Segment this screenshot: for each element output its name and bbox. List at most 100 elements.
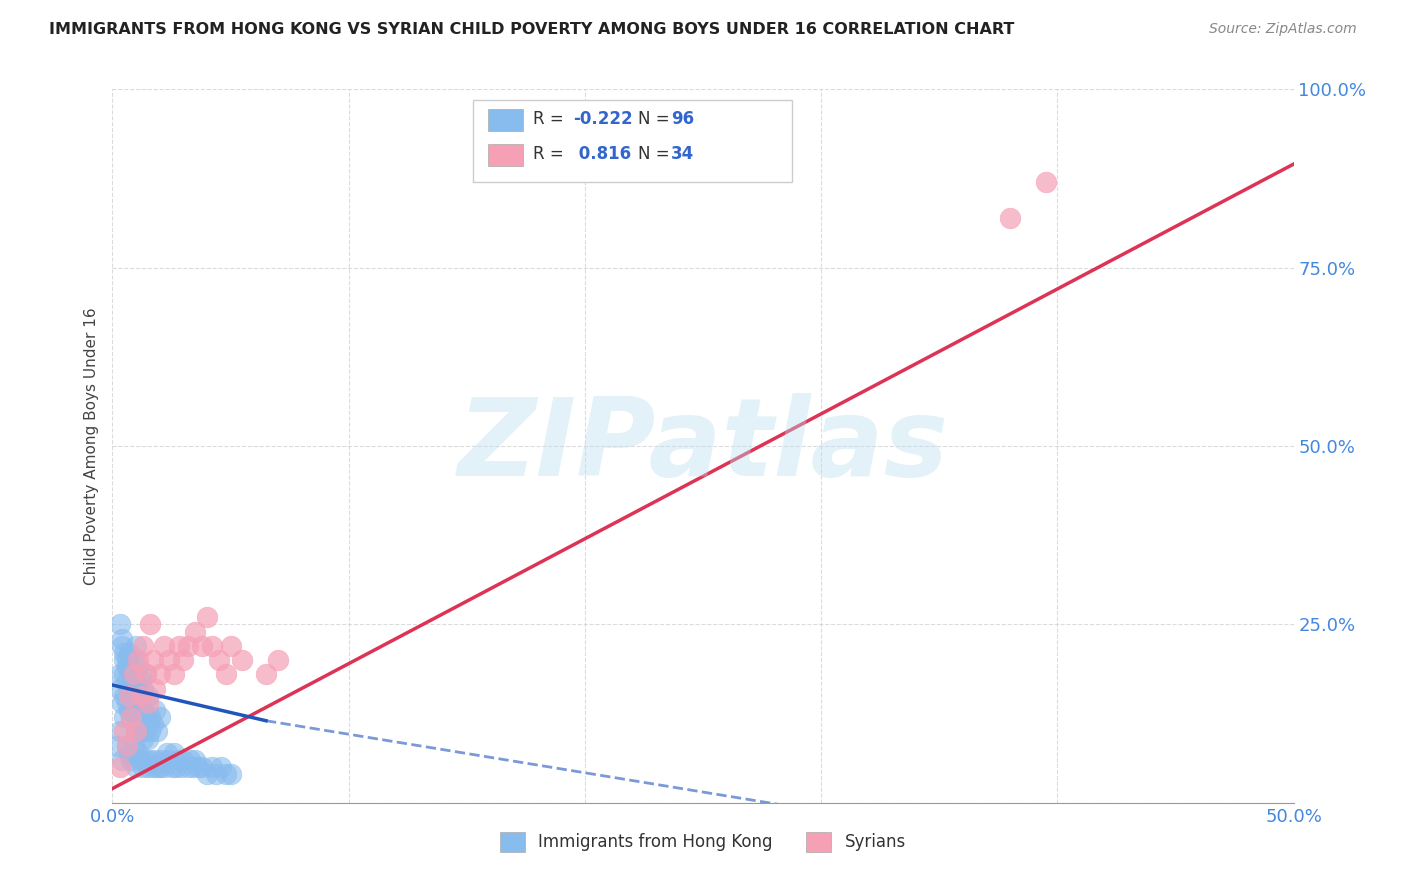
Point (120, 710, 142, 724)
Point (179, 753, 201, 767)
Point (125, 760, 148, 774)
Point (118, 689, 141, 703)
Text: R =: R = (533, 145, 564, 163)
Point (112, 653, 135, 667)
Point (163, 667, 186, 681)
Point (143, 753, 166, 767)
Point (118, 660, 141, 674)
Point (129, 724, 152, 739)
Point (184, 753, 207, 767)
Point (125, 681, 148, 696)
Point (115, 696, 138, 710)
Point (139, 710, 162, 724)
Point (201, 639, 224, 653)
Point (132, 681, 155, 696)
Point (129, 753, 152, 767)
Text: N =: N = (638, 145, 669, 163)
Point (163, 746, 186, 760)
Point (167, 639, 190, 653)
Point (135, 753, 157, 767)
Point (111, 639, 134, 653)
Point (108, 617, 131, 632)
Point (219, 639, 242, 653)
Point (132, 760, 155, 774)
Point (122, 703, 145, 717)
Point (112, 667, 135, 681)
Point (111, 753, 134, 767)
Point (165, 760, 187, 774)
Point (115, 674, 138, 689)
Point (153, 639, 176, 653)
Point (156, 746, 179, 760)
Point (127, 746, 149, 760)
FancyBboxPatch shape (488, 145, 523, 166)
Point (157, 653, 180, 667)
Point (129, 674, 152, 689)
Point (254, 667, 277, 681)
Text: 0.816: 0.816 (574, 145, 631, 163)
Point (139, 724, 162, 739)
Point (112, 710, 135, 724)
Point (142, 717, 165, 731)
Text: N =: N = (638, 111, 669, 128)
Point (127, 703, 149, 717)
Point (136, 689, 159, 703)
Point (1035, 175, 1057, 189)
Point (115, 660, 138, 674)
Point (184, 624, 207, 639)
Point (122, 739, 145, 753)
Point (231, 653, 253, 667)
Point (215, 767, 238, 781)
Point (120, 710, 142, 724)
Point (125, 639, 148, 653)
Point (122, 696, 145, 710)
Text: -0.222: -0.222 (574, 111, 633, 128)
Point (139, 753, 162, 767)
Point (125, 689, 148, 703)
Text: R =: R = (533, 111, 564, 128)
Point (149, 760, 172, 774)
Point (219, 767, 242, 781)
Point (205, 767, 228, 781)
Point (191, 760, 214, 774)
FancyBboxPatch shape (488, 109, 523, 130)
Point (115, 739, 138, 753)
Point (139, 617, 162, 632)
Point (132, 703, 155, 717)
Point (118, 681, 141, 696)
Point (142, 653, 165, 667)
Point (157, 753, 180, 767)
Point (105, 739, 128, 753)
Point (108, 760, 131, 774)
Point (181, 760, 204, 774)
Point (143, 703, 166, 717)
Text: IMMIGRANTS FROM HONG KONG VS SYRIAN CHILD POVERTY AMONG BOYS UNDER 16 CORRELATIO: IMMIGRANTS FROM HONG KONG VS SYRIAN CHIL… (49, 22, 1015, 37)
Point (132, 724, 155, 739)
Point (146, 724, 169, 739)
Legend: Immigrants from Hong Kong, Syrians: Immigrants from Hong Kong, Syrians (494, 825, 912, 859)
Point (177, 639, 200, 653)
Point (112, 646, 135, 660)
FancyBboxPatch shape (472, 100, 792, 182)
Point (135, 710, 157, 724)
Text: 96: 96 (671, 111, 695, 128)
Point (191, 639, 214, 653)
Point (143, 681, 166, 696)
Text: Source: ZipAtlas.com: Source: ZipAtlas.com (1209, 22, 1357, 37)
Point (167, 753, 190, 767)
Point (120, 689, 142, 703)
Point (149, 710, 172, 724)
Point (132, 639, 155, 653)
Point (125, 710, 148, 724)
Point (111, 632, 134, 646)
Point (135, 710, 157, 724)
Point (120, 753, 142, 767)
Point (195, 610, 218, 624)
Point (112, 724, 135, 739)
Point (120, 667, 142, 681)
Point (112, 689, 135, 703)
Point (135, 667, 157, 681)
Point (208, 653, 231, 667)
Point (129, 717, 152, 731)
Point (172, 653, 194, 667)
